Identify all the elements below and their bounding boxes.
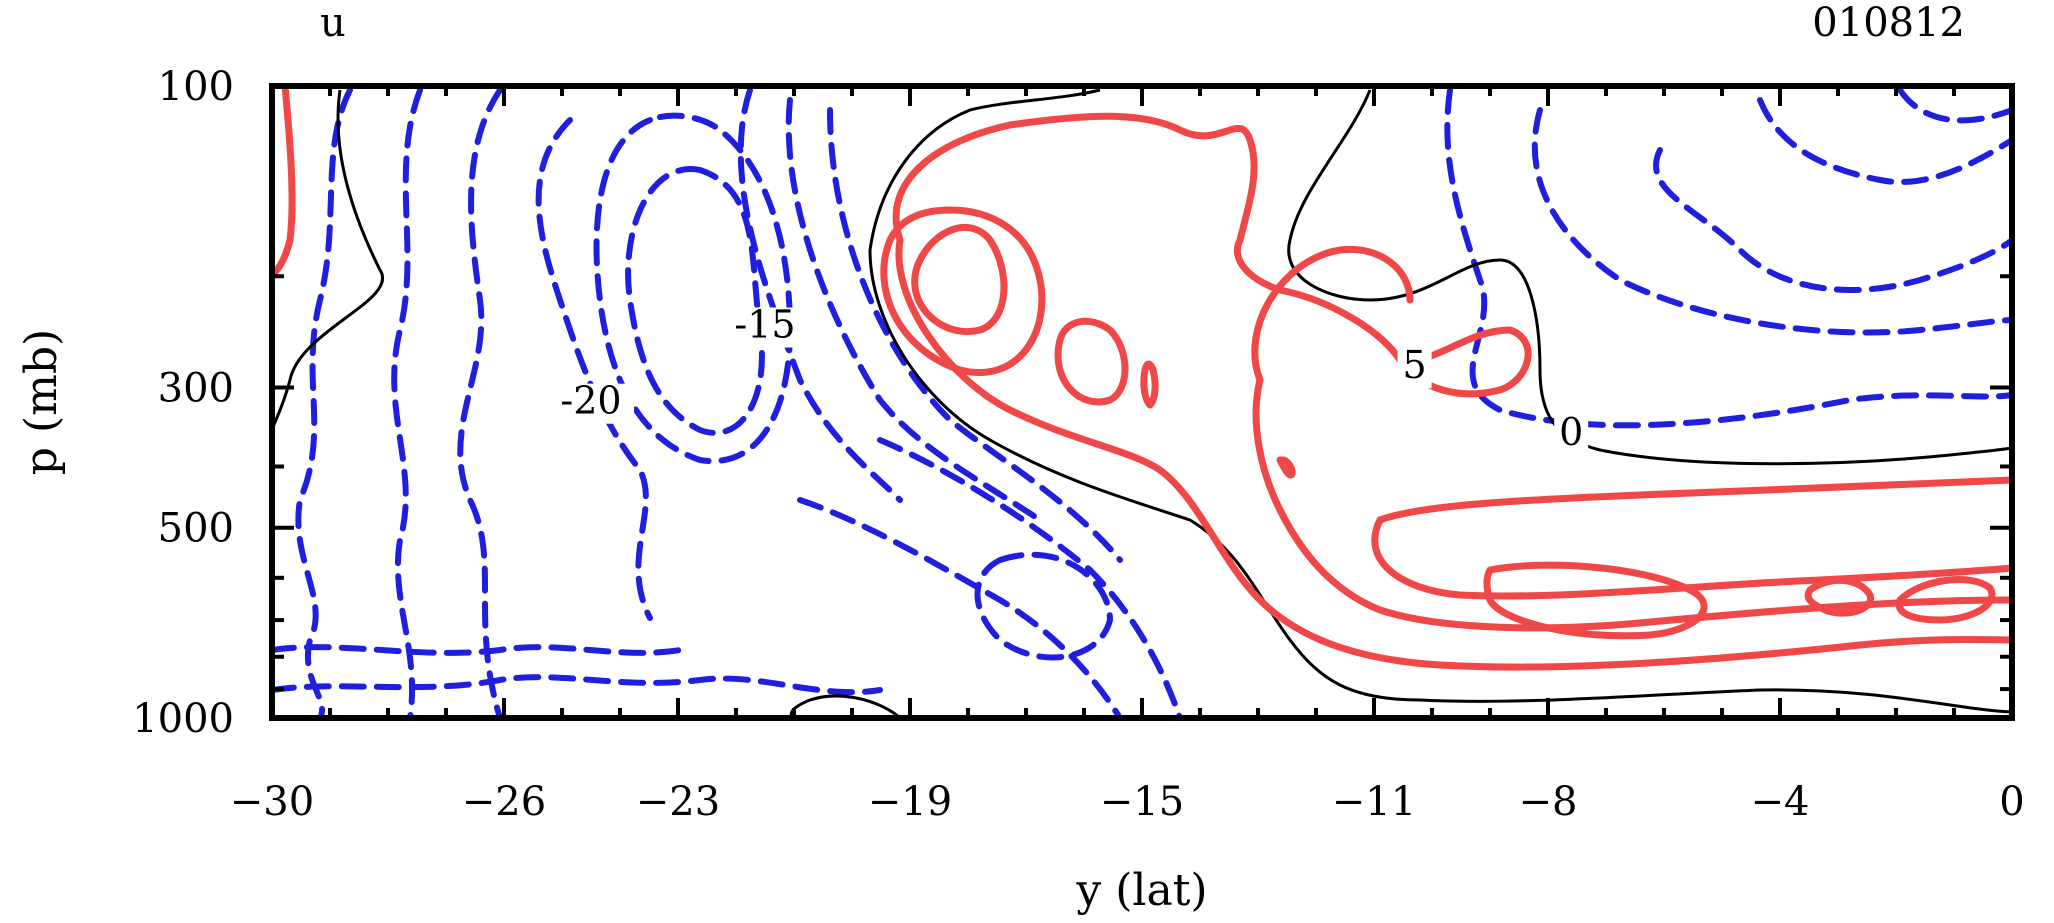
contour-zero-4 — [1287, 89, 2012, 466]
x-tick-label: 0 — [1999, 779, 2024, 825]
contour-label: -20 — [560, 379, 621, 423]
axis-ticks — [270, 84, 2014, 720]
contour-labels: -20 -15 5 0 — [548, 302, 1589, 456]
y-axis-tick-labels: 100 300 500 1000 — [132, 64, 234, 742]
contour-neg-1 — [295, 87, 353, 718]
contour-label-bg — [1397, 348, 1432, 389]
contour-neg-5 — [625, 166, 765, 436]
contour-neg-15 — [1444, 87, 2012, 429]
x-tick-label: −4 — [1751, 779, 1810, 825]
contour-neg-19 — [1897, 87, 2012, 124]
y-tick-label: 300 — [158, 366, 234, 412]
x-tick-label: −19 — [868, 779, 952, 825]
x-tick-label: −8 — [1519, 779, 1578, 825]
contour-neg-16 — [1531, 107, 2012, 336]
y-tick-label: 500 — [158, 506, 234, 552]
contour-pos-6 — [1376, 476, 2012, 524]
contour-neg-7 — [737, 87, 903, 503]
contour-pos-9 — [1895, 575, 1996, 624]
x-axis-tick-labels: −30 −26 −23 −19 −15 −11 −8 −4 0 — [230, 779, 2025, 825]
contour-neg-10 — [877, 437, 1183, 718]
x-axis-label: y (lat) — [1075, 865, 1207, 916]
contour-pos-11 — [880, 206, 1046, 376]
contour-label: 5 — [1403, 343, 1427, 387]
y-tick-label: 1000 — [132, 696, 234, 742]
contour-zero-3 — [868, 249, 2012, 714]
contour-pos-12 — [1054, 317, 1129, 406]
contour-zero-2 — [868, 88, 1101, 251]
contour-pos-15 — [1276, 456, 1296, 479]
contour-pos-1 — [272, 86, 296, 279]
contour-neg-9 — [827, 107, 1123, 563]
contour-lines — [272, 86, 2012, 718]
contour-neg-4 — [535, 117, 653, 621]
contour-zero-5 — [789, 694, 902, 718]
chart-title: u — [320, 0, 346, 46]
x-tick-label: −11 — [1332, 779, 1416, 825]
contour-pos-14 — [1251, 245, 1414, 384]
contour-label: -15 — [734, 302, 795, 346]
contour-pos-7 — [1483, 561, 1708, 640]
contour-neg-11 — [797, 497, 1123, 718]
contour-neg-2 — [391, 87, 423, 718]
contour-pos-13 — [1140, 360, 1159, 409]
contour-neg-13 — [272, 674, 883, 696]
contour-label-bg — [722, 307, 808, 348]
contour-label: 0 — [1559, 410, 1583, 454]
contour-pos-5 — [1371, 516, 2012, 600]
contour-label-bg — [1554, 415, 1589, 456]
y-axis-label: p (mb) — [16, 329, 67, 475]
x-tick-label: −23 — [636, 779, 720, 825]
contour-pos-8 — [1804, 576, 1874, 617]
contour-pos-3 — [895, 236, 2012, 671]
contour-neg-12 — [272, 644, 683, 656]
plot-frame — [269, 83, 2015, 721]
contour-label-bg — [548, 383, 634, 424]
x-tick-label: −30 — [230, 779, 314, 825]
x-tick-label: −15 — [1100, 779, 1184, 825]
contour-neg-6 — [593, 112, 794, 465]
contour-pos-2 — [892, 112, 1532, 398]
y-tick-label: 100 — [158, 64, 234, 110]
contour-zero-1 — [272, 89, 385, 431]
contour-neg-17 — [1653, 147, 2012, 293]
contour-neg-18 — [1757, 97, 2012, 185]
x-tick-label: −26 — [462, 779, 546, 825]
contour-neg-14 — [974, 551, 1114, 661]
contour-neg-8 — [785, 97, 1043, 523]
date-label: 010812 — [1812, 0, 1965, 46]
contour-pos-10 — [911, 223, 1008, 335]
contour-neg-3 — [457, 87, 503, 718]
